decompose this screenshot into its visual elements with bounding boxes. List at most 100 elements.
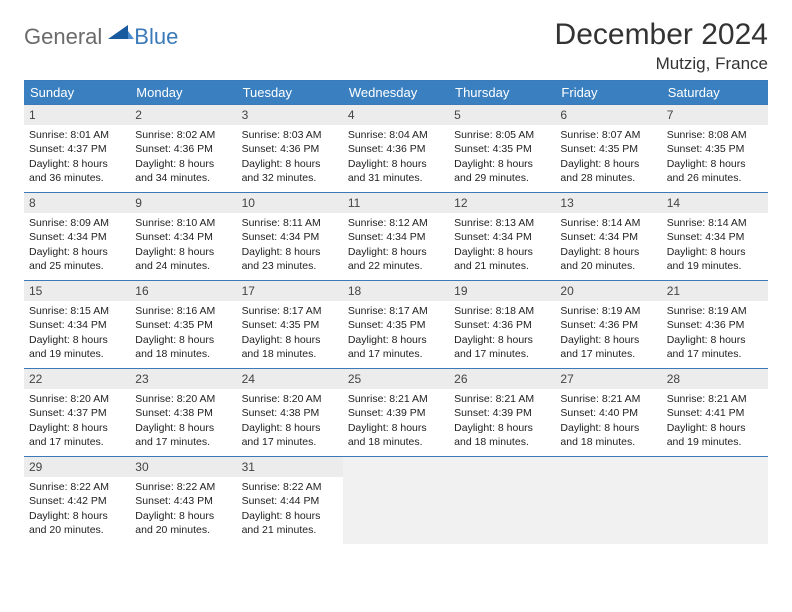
header: General Blue December 2024 Mutzig, Franc… (24, 18, 768, 74)
sunrise-text: Sunrise: 8:20 AM (242, 392, 338, 406)
day-number: 13 (555, 193, 661, 213)
calendar-cell: 5Sunrise: 8:05 AMSunset: 4:35 PMDaylight… (449, 104, 555, 192)
sunrise-text: Sunrise: 8:21 AM (454, 392, 550, 406)
daylight-text: Daylight: 8 hours and 34 minutes. (135, 157, 231, 185)
day-number: 27 (555, 369, 661, 389)
sunrise-text: Sunrise: 8:22 AM (29, 480, 125, 494)
cell-content: Sunrise: 8:16 AMSunset: 4:35 PMDaylight:… (130, 301, 236, 367)
daylight-text: Daylight: 8 hours and 25 minutes. (29, 245, 125, 273)
cell-content: Sunrise: 8:14 AMSunset: 4:34 PMDaylight:… (662, 213, 768, 279)
location-label: Mutzig, France (555, 54, 768, 74)
sunset-text: Sunset: 4:40 PM (560, 406, 656, 420)
day-number: 14 (662, 193, 768, 213)
cell-content: Sunrise: 8:21 AMSunset: 4:39 PMDaylight:… (343, 389, 449, 455)
calendar-cell: 8Sunrise: 8:09 AMSunset: 4:34 PMDaylight… (24, 192, 130, 280)
daylight-text: Daylight: 8 hours and 17 minutes. (454, 333, 550, 361)
calendar-cell-blank (555, 456, 661, 544)
day-header-friday: Friday (555, 81, 661, 104)
cell-content: Sunrise: 8:13 AMSunset: 4:34 PMDaylight:… (449, 213, 555, 279)
sunset-text: Sunset: 4:35 PM (242, 318, 338, 332)
sunrise-text: Sunrise: 8:20 AM (29, 392, 125, 406)
calendar-cell: 7Sunrise: 8:08 AMSunset: 4:35 PMDaylight… (662, 104, 768, 192)
cell-content: Sunrise: 8:22 AMSunset: 4:42 PMDaylight:… (24, 477, 130, 543)
day-number: 17 (237, 281, 343, 301)
calendar-cell: 16Sunrise: 8:16 AMSunset: 4:35 PMDayligh… (130, 280, 236, 368)
sunrise-text: Sunrise: 8:22 AM (242, 480, 338, 494)
sunrise-text: Sunrise: 8:16 AM (135, 304, 231, 318)
day-number: 21 (662, 281, 768, 301)
logo-text-blue: Blue (134, 24, 178, 50)
cell-content: Sunrise: 8:04 AMSunset: 4:36 PMDaylight:… (343, 125, 449, 191)
daylight-text: Daylight: 8 hours and 17 minutes. (29, 421, 125, 449)
cell-content: Sunrise: 8:07 AMSunset: 4:35 PMDaylight:… (555, 125, 661, 191)
sunset-text: Sunset: 4:38 PM (242, 406, 338, 420)
sunrise-text: Sunrise: 8:07 AM (560, 128, 656, 142)
sunrise-text: Sunrise: 8:21 AM (667, 392, 763, 406)
cell-content: Sunrise: 8:20 AMSunset: 4:37 PMDaylight:… (24, 389, 130, 455)
sunset-text: Sunset: 4:34 PM (560, 230, 656, 244)
sunset-text: Sunset: 4:37 PM (29, 406, 125, 420)
daylight-text: Daylight: 8 hours and 21 minutes. (242, 509, 338, 537)
sunrise-text: Sunrise: 8:01 AM (29, 128, 125, 142)
calendar-cell: 21Sunrise: 8:19 AMSunset: 4:36 PMDayligh… (662, 280, 768, 368)
day-number: 23 (130, 369, 236, 389)
cell-content: Sunrise: 8:20 AMSunset: 4:38 PMDaylight:… (130, 389, 236, 455)
sunset-text: Sunset: 4:43 PM (135, 494, 231, 508)
daylight-text: Daylight: 8 hours and 24 minutes. (135, 245, 231, 273)
sunset-text: Sunset: 4:34 PM (242, 230, 338, 244)
calendar-cell: 4Sunrise: 8:04 AMSunset: 4:36 PMDaylight… (343, 104, 449, 192)
day-number: 12 (449, 193, 555, 213)
sunrise-text: Sunrise: 8:12 AM (348, 216, 444, 230)
daylight-text: Daylight: 8 hours and 18 minutes. (560, 421, 656, 449)
calendar-cell: 31 Sunrise: 8:22 AMSunset: 4:44 PMDayligh… (237, 456, 343, 544)
sunset-text: Sunset: 4:37 PM (29, 142, 125, 156)
calendar-cell: 9Sunrise: 8:10 AMSunset: 4:34 PMDaylight… (130, 192, 236, 280)
day-number: 10 (237, 193, 343, 213)
sunrise-text: Sunrise: 8:19 AM (667, 304, 763, 318)
sunrise-text: Sunrise: 8:09 AM (29, 216, 125, 230)
daylight-text: Daylight: 8 hours and 20 minutes. (135, 509, 231, 537)
calendar-cell: 29Sunrise: 8:22 AMSunset: 4:42 PMDayligh… (24, 456, 130, 544)
sunset-text: Sunset: 4:36 PM (348, 142, 444, 156)
daylight-text: Daylight: 8 hours and 32 minutes. (242, 157, 338, 185)
daylight-text: Daylight: 8 hours and 18 minutes. (348, 421, 444, 449)
cell-content: Sunrise: 8:08 AMSunset: 4:35 PMDaylight:… (662, 125, 768, 191)
cell-content: Sunrise: 8:21 AMSunset: 4:41 PMDaylight:… (662, 389, 768, 455)
cell-content: Sunrise: 8:18 AMSunset: 4:36 PMDaylight:… (449, 301, 555, 367)
daylight-text: Daylight: 8 hours and 31 minutes. (348, 157, 444, 185)
calendar-grid: SundayMondayTuesdayWednesdayThursdayFrid… (24, 80, 768, 544)
sunrise-text: Sunrise: 8:14 AM (560, 216, 656, 230)
cell-content: Sunrise: 8:12 AMSunset: 4:34 PMDaylight:… (343, 213, 449, 279)
day-number: 31 (237, 457, 343, 477)
sunrise-text: Sunrise: 8:11 AM (242, 216, 338, 230)
sunrise-text: Sunrise: 8:10 AM (135, 216, 231, 230)
sunrise-text: Sunrise: 8:08 AM (667, 128, 763, 142)
day-number: 24 (237, 369, 343, 389)
cell-content: Sunrise: 8:21 AMSunset: 4:39 PMDaylight:… (449, 389, 555, 455)
day-number: 4 (343, 105, 449, 125)
month-title: December 2024 (555, 18, 768, 52)
sunrise-text: Sunrise: 8:05 AM (454, 128, 550, 142)
day-header-monday: Monday (130, 81, 236, 104)
sunset-text: Sunset: 4:44 PM (242, 494, 338, 508)
day-number: 19 (449, 281, 555, 301)
logo: General Blue (24, 24, 178, 50)
calendar-cell: 22Sunrise: 8:20 AMSunset: 4:37 PMDayligh… (24, 368, 130, 456)
sunrise-text: Sunrise: 8:21 AM (560, 392, 656, 406)
day-number: 5 (449, 105, 555, 125)
day-number: 16 (130, 281, 236, 301)
calendar-cell: 11Sunrise: 8:12 AMSunset: 4:34 PMDayligh… (343, 192, 449, 280)
cell-content: Sunrise: 8:03 AMSunset: 4:36 PMDaylight:… (237, 125, 343, 191)
calendar-cell: 23Sunrise: 8:20 AMSunset: 4:38 PMDayligh… (130, 368, 236, 456)
calendar-cell: 10Sunrise: 8:11 AMSunset: 4:34 PMDayligh… (237, 192, 343, 280)
sunset-text: Sunset: 4:36 PM (454, 318, 550, 332)
calendar-cell: 3Sunrise: 8:03 AMSunset: 4:36 PMDaylight… (237, 104, 343, 192)
sunset-text: Sunset: 4:39 PM (348, 406, 444, 420)
day-number: 2 (130, 105, 236, 125)
daylight-text: Daylight: 8 hours and 28 minutes. (560, 157, 656, 185)
daylight-text: Daylight: 8 hours and 17 minutes. (242, 421, 338, 449)
sunset-text: Sunset: 4:34 PM (667, 230, 763, 244)
daylight-text: Daylight: 8 hours and 18 minutes. (242, 333, 338, 361)
calendar-cell: 1Sunrise: 8:01 AMSunset: 4:37 PMDaylight… (24, 104, 130, 192)
cell-content: Sunrise: 8:09 AMSunset: 4:34 PMDaylight:… (24, 213, 130, 279)
